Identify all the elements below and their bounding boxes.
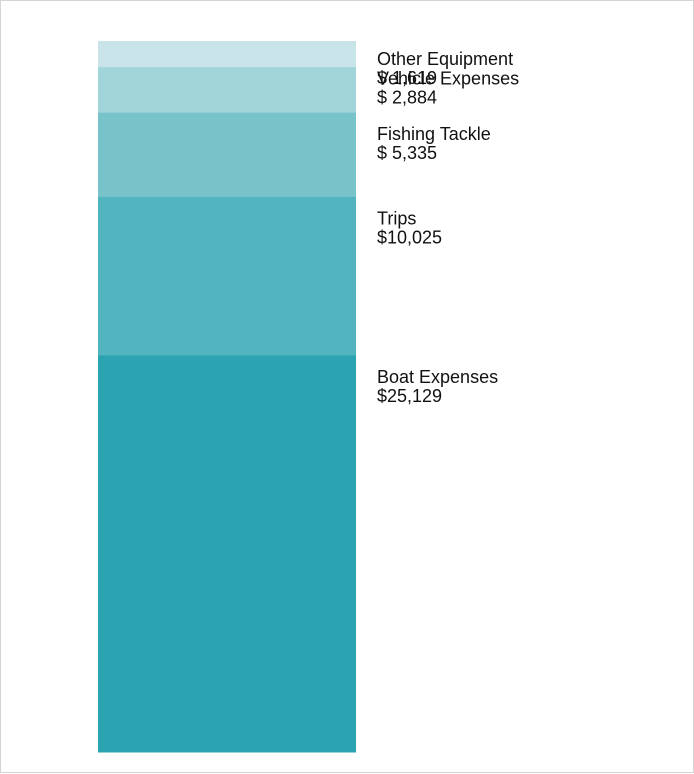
bar-stack: [98, 41, 356, 753]
segment-category-label: Vehicle Expenses: [377, 69, 519, 89]
segment-value-label: $ 2,884: [377, 88, 437, 108]
segment-category-label: Boat Expenses: [377, 367, 498, 387]
bar-segment-trips: [98, 196, 356, 356]
segment-value-label: $25,129: [377, 386, 442, 406]
segment-labels: Boat Expenses$25,129 Trips$10,025 Fishing …: [377, 49, 519, 406]
bar-segment-fishing-tackle: [98, 112, 356, 197]
segment-category-label: Other Equipment: [377, 49, 513, 69]
segment-category-label: Trips: [377, 208, 416, 228]
bar-segment-other-equipment: [98, 41, 356, 68]
bar-segment-boat-expenses: [98, 354, 356, 753]
bar-segment-vehicle-expenses: [98, 66, 356, 113]
segment-value-label: $ 5,335: [377, 143, 437, 163]
segment-value-label: $ 1,619: [377, 68, 437, 88]
segment-category-label: Fishing Tackle: [377, 124, 491, 144]
segment-value-label: $10,025: [377, 227, 442, 247]
